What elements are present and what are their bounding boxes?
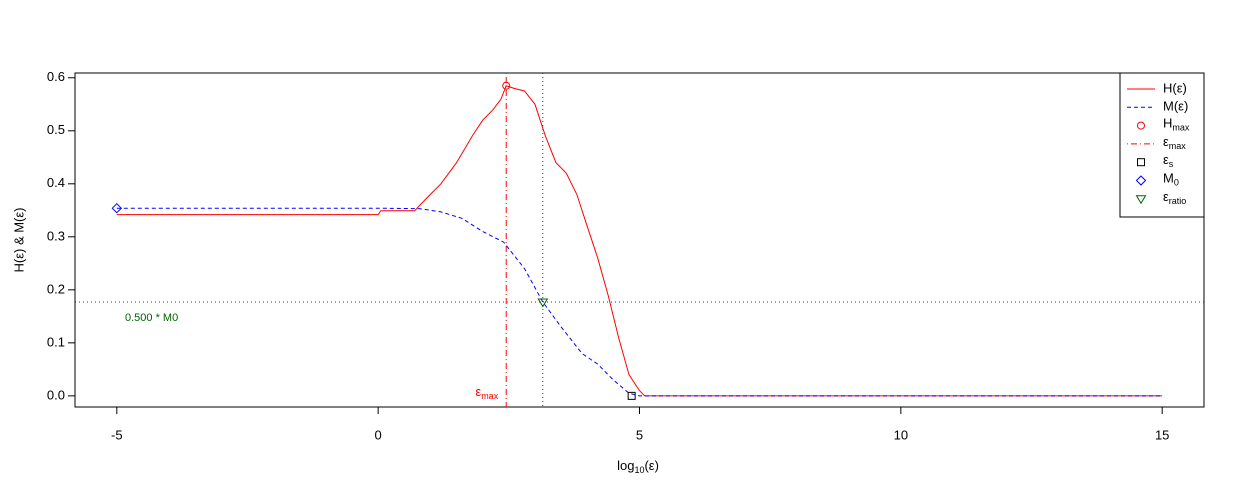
x-axis-label-sub: 10 — [634, 465, 644, 475]
series-line — [116, 85, 1163, 397]
marker — [1135, 195, 1147, 205]
annotation-sub: max — [481, 391, 499, 401]
legend-box — [1119, 72, 1205, 218]
annotation-base: 0.500 * M0 — [125, 312, 178, 324]
marker — [1135, 175, 1147, 186]
legend-label-base: ε — [1163, 153, 1169, 168]
y-tick-label: 0.4 — [47, 175, 65, 190]
x-axis-label-rest: (ε) — [644, 458, 658, 473]
x-tick-label: 0 — [375, 427, 382, 442]
x-tick-label: 5 — [636, 427, 643, 442]
legend-label-sub: 0 — [1174, 178, 1179, 188]
legend-label: εs — [1163, 153, 1174, 170]
marker — [537, 298, 549, 308]
annotation: εmax — [475, 384, 498, 401]
legend-label-base: ε — [1163, 189, 1169, 204]
annotation: 0.500 * M0 — [125, 312, 178, 324]
x-tick-label: 15 — [1155, 427, 1169, 442]
legend-label-sub: max — [1169, 141, 1187, 151]
legend-label: M0 — [1163, 171, 1179, 188]
plot-frame — [74, 72, 1205, 408]
legend-label-base: M — [1163, 171, 1174, 186]
y-tick-label: 0.3 — [47, 228, 65, 243]
annotation-base: ε — [475, 384, 481, 399]
x-tick-label: 10 — [894, 427, 908, 442]
y-tick-label: 0.5 — [47, 122, 65, 137]
y-tick-label: 0.6 — [47, 69, 65, 84]
x-axis-label: log10(ε) — [617, 458, 659, 475]
y-tick-label: 0.1 — [47, 334, 65, 349]
legend-label: εratio — [1163, 189, 1186, 206]
marker — [627, 391, 636, 400]
x-axis-label-base: log — [617, 458, 634, 473]
marker — [111, 202, 123, 214]
legend-label: H(ε) — [1163, 80, 1187, 95]
x-tick-label: -5 — [111, 427, 123, 442]
legend-label: εmax — [1163, 134, 1186, 151]
y-tick-label: 0.2 — [47, 281, 65, 296]
legend-label-sub: s — [1169, 160, 1174, 170]
y-axis-label: H(ε) & M(ε) — [11, 207, 26, 272]
legend-label-base: ε — [1163, 134, 1169, 149]
series-line — [116, 207, 1163, 397]
legend-label-sub: max — [1172, 123, 1190, 133]
marker — [502, 81, 511, 90]
legend-label: Hmax — [1163, 116, 1190, 133]
marker — [1137, 121, 1145, 130]
y-tick-label: 0.0 — [47, 387, 65, 402]
legend-label-sub: ratio — [1169, 196, 1187, 206]
marker — [1137, 158, 1145, 167]
legend-label: M(ε) — [1163, 99, 1188, 114]
legend-label-base: H — [1163, 116, 1172, 131]
